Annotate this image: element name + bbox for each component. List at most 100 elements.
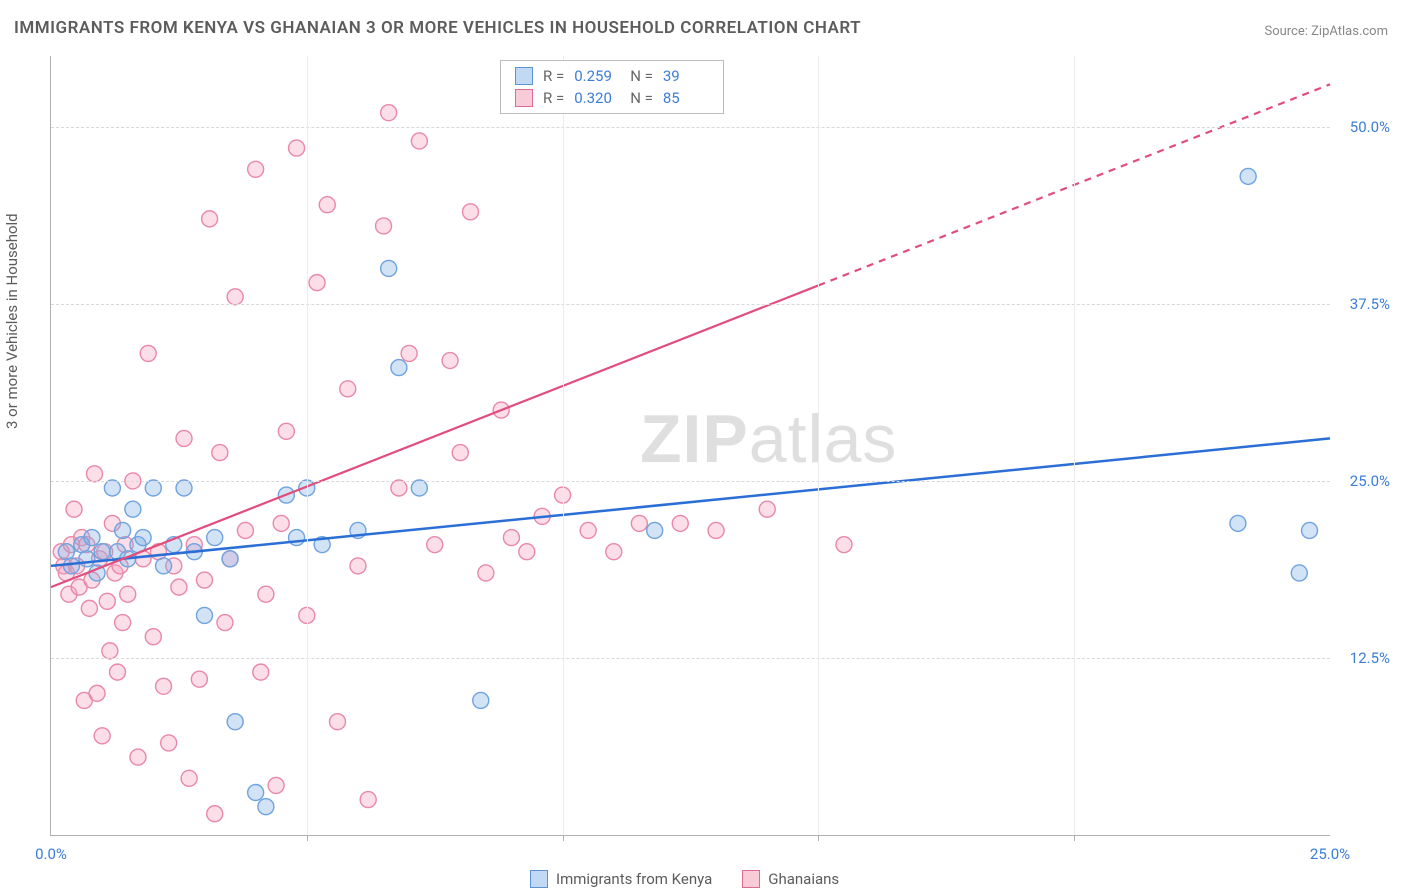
point-blue xyxy=(135,530,151,546)
gridline-v xyxy=(307,56,308,835)
point-pink xyxy=(248,161,264,177)
point-pink xyxy=(212,445,228,461)
r-label: R = xyxy=(543,89,564,107)
gridline-v xyxy=(1074,56,1075,835)
point-pink xyxy=(340,381,356,397)
point-pink xyxy=(110,664,126,680)
point-pink xyxy=(145,629,161,645)
point-blue xyxy=(196,607,212,623)
xtick-mark xyxy=(818,835,819,841)
point-pink xyxy=(672,515,688,531)
point-blue xyxy=(1240,168,1256,184)
point-pink xyxy=(94,728,110,744)
point-pink xyxy=(350,558,366,574)
point-pink xyxy=(161,735,177,751)
point-pink xyxy=(708,522,724,538)
gridline-h xyxy=(51,304,1330,305)
xtick-label: 0.0% xyxy=(35,845,67,863)
point-pink xyxy=(268,777,284,793)
point-pink xyxy=(309,275,325,291)
point-pink xyxy=(81,600,97,616)
gridline-h xyxy=(51,127,1330,128)
xtick-mark xyxy=(563,835,564,841)
swatch-pink xyxy=(515,89,533,107)
point-blue xyxy=(125,501,141,517)
ytick-label: 25.0% xyxy=(1335,472,1390,490)
correlation-legend: R =0.259N =39R =0.320N =85 xyxy=(500,60,724,114)
point-blue xyxy=(258,799,274,815)
point-pink xyxy=(278,423,294,439)
point-pink xyxy=(202,211,218,227)
xtick-mark xyxy=(307,835,308,841)
n-value: 39 xyxy=(663,67,709,85)
bottom-legend: Immigrants from Kenya Ghanaians xyxy=(530,870,839,888)
point-blue xyxy=(63,558,79,574)
gridline-v xyxy=(818,56,819,835)
point-pink xyxy=(289,140,305,156)
correl-row: R =0.259N =39 xyxy=(501,65,723,87)
point-pink xyxy=(319,197,335,213)
plot-area: 12.5%25.0%37.5%50.0%0.0%25.0% xyxy=(50,56,1330,836)
source-label: Source: ZipAtlas.com xyxy=(1264,24,1388,39)
ytick-label: 12.5% xyxy=(1335,649,1390,667)
point-pink xyxy=(140,345,156,361)
point-pink xyxy=(66,501,82,517)
point-pink xyxy=(631,515,647,531)
point-pink xyxy=(836,537,852,553)
r-label: R = xyxy=(543,67,564,85)
point-pink xyxy=(130,749,146,765)
point-blue xyxy=(411,480,427,496)
point-pink xyxy=(478,565,494,581)
point-pink xyxy=(452,445,468,461)
point-blue xyxy=(156,558,172,574)
point-blue xyxy=(1302,522,1318,538)
swatch-blue xyxy=(530,870,548,888)
point-pink xyxy=(759,501,775,517)
point-blue xyxy=(647,522,663,538)
point-pink xyxy=(360,792,376,808)
point-pink xyxy=(217,615,233,631)
point-blue xyxy=(115,522,131,538)
regression-blue xyxy=(51,438,1330,565)
point-pink xyxy=(503,530,519,546)
point-pink xyxy=(99,593,115,609)
point-pink xyxy=(442,353,458,369)
gridline-h xyxy=(51,481,1330,482)
point-pink xyxy=(411,133,427,149)
point-pink xyxy=(253,664,269,680)
point-blue xyxy=(176,480,192,496)
ytick-label: 37.5% xyxy=(1335,295,1390,313)
point-pink xyxy=(156,678,172,694)
point-pink xyxy=(120,586,136,602)
gridline-v xyxy=(563,56,564,835)
legend-label: Immigrants from Kenya xyxy=(556,870,712,888)
point-pink xyxy=(191,671,207,687)
correl-row: R =0.320N =85 xyxy=(501,87,723,109)
point-blue xyxy=(248,785,264,801)
n-label: N = xyxy=(630,67,653,85)
point-pink xyxy=(89,685,105,701)
point-pink xyxy=(519,544,535,560)
point-pink xyxy=(376,218,392,234)
point-blue xyxy=(381,260,397,276)
point-pink xyxy=(102,643,118,659)
point-pink xyxy=(115,615,131,631)
point-blue xyxy=(84,530,100,546)
xtick-mark xyxy=(1074,835,1075,841)
chart-title: IMMIGRANTS FROM KENYA VS GHANAIAN 3 OR M… xyxy=(14,18,861,38)
point-pink xyxy=(606,544,622,560)
swatch-blue xyxy=(515,67,533,85)
point-pink xyxy=(227,289,243,305)
point-pink xyxy=(181,770,197,786)
point-blue xyxy=(222,551,238,567)
point-blue xyxy=(1291,565,1307,581)
legend-label: Ghanaians xyxy=(768,870,839,888)
point-pink xyxy=(401,345,417,361)
legend-item: Ghanaians xyxy=(742,870,839,888)
n-value: 85 xyxy=(663,89,709,107)
point-pink xyxy=(86,466,102,482)
chart-svg xyxy=(51,56,1330,835)
xtick-label: 25.0% xyxy=(1310,845,1350,863)
point-blue xyxy=(227,714,243,730)
point-blue xyxy=(79,551,95,567)
